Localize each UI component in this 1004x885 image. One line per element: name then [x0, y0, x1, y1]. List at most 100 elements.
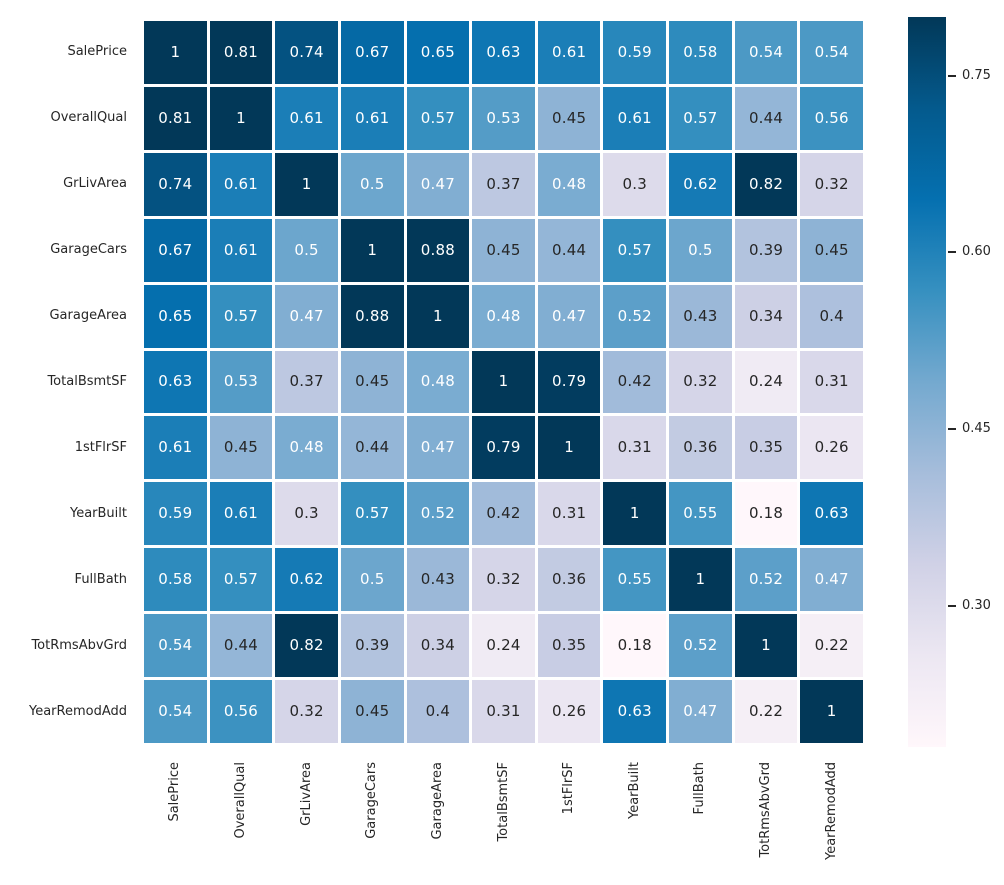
y-tick-label-YearBuilt: YearBuilt	[69, 505, 127, 521]
heatmap-cell-TotalBsmtSF-SalePrice: 0.63	[144, 350, 207, 414]
y-tick-label-FullBath: FullBath	[74, 571, 127, 587]
heatmap-cell-YearBuilt-GarageArea: 0.52	[406, 482, 470, 546]
heatmap-cell-FullBath-GrLivArea: 0.62	[275, 548, 338, 612]
heatmap-cell-SalePrice-GrLivArea: 0.74	[275, 21, 338, 84]
colorbar-tick-label-0.45: 0.45	[962, 421, 991, 437]
heatmap-cell-GrLivArea-TotalBsmtSF: 0.37	[472, 152, 535, 216]
x-tick-label-TotalBsmtSF: TotalBsmtSF	[495, 762, 511, 842]
y-tick-label-SalePrice: SalePrice	[67, 44, 127, 60]
heatmap-cell-FullBath-GarageCars: 0.5	[340, 548, 404, 612]
colorbar-tick-mark-0.75	[948, 74, 956, 77]
heatmap-cell-OverallQual-GarageArea: 0.57	[406, 86, 470, 150]
heatmap-cell-OverallQual-TotRmsAbvGrd: 0.44	[734, 86, 798, 150]
heatmap-cell-GarageCars-YearRemodAdd: 0.45	[800, 218, 863, 282]
heatmap-cell-FullBath-TotalBsmtSF: 0.32	[472, 548, 535, 612]
heatmap-cell-GarageCars-TotalBsmtSF: 0.45	[472, 218, 535, 282]
heatmap-cell-TotalBsmtSF-OverallQual: 0.53	[209, 350, 273, 414]
heatmap-cell-GrLivArea-SalePrice: 0.74	[144, 152, 207, 216]
heatmap-cell-TotRmsAbvGrd-GarageCars: 0.39	[340, 614, 404, 678]
heatmap-cell-YearRemodAdd-GarageCars: 0.45	[340, 680, 404, 743]
heatmap-cell-GrLivArea-FullBath: 0.62	[669, 152, 732, 216]
heatmap-cell-OverallQual-TotalBsmtSF: 0.53	[472, 86, 535, 150]
heatmap-cell-1stFlrSF-FullBath: 0.36	[669, 416, 732, 480]
heatmap-cell-FullBath-GarageArea: 0.43	[406, 548, 470, 612]
heatmap-cell-YearBuilt-SalePrice: 0.59	[144, 482, 207, 546]
heatmap-cell-YearBuilt-YearRemodAdd: 0.63	[800, 482, 863, 546]
heatmap-cell-1stFlrSF-YearRemodAdd: 0.26	[800, 416, 863, 480]
heatmap-cell-GrLivArea-GarageCars: 0.5	[340, 152, 404, 216]
heatmap-cell-GarageCars-TotRmsAbvGrd: 0.39	[734, 218, 798, 282]
colorbar-tick-mark-0.60	[948, 251, 956, 254]
heatmap-cell-SalePrice-GarageCars: 0.67	[340, 21, 404, 84]
heatmap-cell-OverallQual-GarageCars: 0.61	[340, 86, 404, 150]
heatmap-cell-TotRmsAbvGrd-GarageArea: 0.34	[406, 614, 470, 678]
heatmap-cell-YearBuilt-GrLivArea: 0.3	[275, 482, 338, 546]
heatmap-cell-TotalBsmtSF-1stFlrSF: 0.79	[537, 350, 601, 414]
x-tick-label-YearBuilt: YearBuilt	[626, 762, 642, 820]
heatmap-cell-TotalBsmtSF-TotalBsmtSF: 1	[472, 350, 535, 414]
heatmap-cell-YearBuilt-TotalBsmtSF: 0.42	[472, 482, 535, 546]
heatmap-cell-GarageCars-OverallQual: 0.61	[209, 218, 273, 282]
y-tick-label-GarageCars: GarageCars	[50, 242, 127, 258]
heatmap-cell-YearBuilt-YearBuilt: 1	[603, 482, 667, 546]
heatmap-cell-SalePrice-YearRemodAdd: 0.54	[800, 21, 863, 84]
heatmap-cell-GarageCars-FullBath: 0.5	[669, 218, 732, 282]
heatmap-cell-GarageCars-GarageCars: 1	[340, 218, 404, 282]
heatmap-cell-TotRmsAbvGrd-OverallQual: 0.44	[209, 614, 273, 678]
heatmap-cell-YearRemodAdd-GrLivArea: 0.32	[275, 680, 338, 743]
heatmap-cell-SalePrice-FullBath: 0.58	[669, 21, 732, 84]
heatmap-cell-GarageArea-TotRmsAbvGrd: 0.34	[734, 284, 798, 348]
colorbar-tick-label-0.30: 0.30	[962, 597, 991, 613]
heatmap-cell-YearBuilt-FullBath: 0.55	[669, 482, 732, 546]
heatmap-cell-1stFlrSF-1stFlrSF: 1	[537, 416, 601, 480]
heatmap-cell-OverallQual-FullBath: 0.57	[669, 86, 732, 150]
heatmap-cell-TotRmsAbvGrd-GrLivArea: 0.82	[275, 614, 338, 678]
heatmap-cell-1stFlrSF-SalePrice: 0.61	[144, 416, 207, 480]
heatmap-cell-TotalBsmtSF-GarageCars: 0.45	[340, 350, 404, 414]
y-tick-label-TotRmsAbvGrd: TotRmsAbvGrd	[31, 637, 127, 653]
y-tick-label-TotalBsmtSF: TotalBsmtSF	[47, 374, 127, 389]
heatmap-cell-FullBath-SalePrice: 0.58	[144, 548, 207, 612]
x-tick-label-1stFlrSF: 1stFlrSF	[561, 762, 577, 815]
heatmap-cell-GrLivArea-GarageArea: 0.47	[406, 152, 470, 216]
heatmap-cell-SalePrice-SalePrice: 1	[144, 21, 207, 84]
heatmap-cell-GarageArea-TotalBsmtSF: 0.48	[472, 284, 535, 348]
heatmap-cell-1stFlrSF-OverallQual: 0.45	[209, 416, 273, 480]
heatmap-cell-YearRemodAdd-TotRmsAbvGrd: 0.22	[734, 680, 798, 743]
heatmap-cell-YearBuilt-GarageCars: 0.57	[340, 482, 404, 546]
heatmap-cell-SalePrice-TotalBsmtSF: 0.63	[472, 21, 535, 84]
x-tick-label-YearRemodAdd: YearRemodAdd	[823, 762, 839, 861]
heatmap-cell-TotalBsmtSF-YearBuilt: 0.42	[603, 350, 667, 414]
y-tick-label-YearRemodAdd: YearRemodAdd	[28, 703, 127, 719]
heatmap-cell-1stFlrSF-TotRmsAbvGrd: 0.35	[734, 416, 798, 480]
heatmap-cell-YearBuilt-1stFlrSF: 0.31	[537, 482, 601, 546]
heatmap-cell-GarageArea-GarageCars: 0.88	[340, 284, 404, 348]
heatmap-cell-SalePrice-GarageArea: 0.65	[406, 21, 470, 84]
heatmap-cell-TotRmsAbvGrd-FullBath: 0.52	[669, 614, 732, 678]
heatmap-cell-OverallQual-YearRemodAdd: 0.56	[800, 86, 863, 150]
heatmap-cell-TotRmsAbvGrd-1stFlrSF: 0.35	[537, 614, 601, 678]
heatmap-cell-GarageArea-SalePrice: 0.65	[144, 284, 207, 348]
colorbar-gradient	[908, 17, 946, 747]
x-tick-label-GarageCars: GarageCars	[364, 762, 380, 839]
heatmap-cell-GrLivArea-YearBuilt: 0.3	[603, 152, 667, 216]
colorbar-tick-mark-0.45	[948, 428, 956, 431]
heatmap-cell-GrLivArea-YearRemodAdd: 0.32	[800, 152, 863, 216]
heatmap-cell-GarageArea-YearRemodAdd: 0.4	[800, 284, 863, 348]
heatmap-cell-SalePrice-OverallQual: 0.81	[209, 21, 273, 84]
heatmap-cell-OverallQual-SalePrice: 0.81	[144, 86, 207, 150]
x-tick-label-TotRmsAbvGrd: TotRmsAbvGrd	[758, 762, 774, 858]
heatmap-cell-YearRemodAdd-YearBuilt: 0.63	[603, 680, 667, 743]
heatmap-cell-FullBath-YearBuilt: 0.55	[603, 548, 667, 612]
y-tick-label-1stFlrSF: 1stFlrSF	[74, 439, 127, 455]
heatmap-cell-YearRemodAdd-SalePrice: 0.54	[144, 680, 207, 743]
heatmap-cell-1stFlrSF-TotalBsmtSF: 0.79	[472, 416, 535, 480]
heatmap-cell-SalePrice-1stFlrSF: 0.61	[537, 21, 601, 84]
colorbar-tick-label-0.60: 0.60	[962, 244, 991, 260]
heatmap-cell-GarageCars-GrLivArea: 0.5	[275, 218, 338, 282]
heatmap-cell-GrLivArea-TotRmsAbvGrd: 0.82	[734, 152, 798, 216]
heatmap-cell-GrLivArea-1stFlrSF: 0.48	[537, 152, 601, 216]
heatmap-cell-TotalBsmtSF-GarageArea: 0.48	[406, 350, 470, 414]
heatmap-cell-OverallQual-1stFlrSF: 0.45	[537, 86, 601, 150]
